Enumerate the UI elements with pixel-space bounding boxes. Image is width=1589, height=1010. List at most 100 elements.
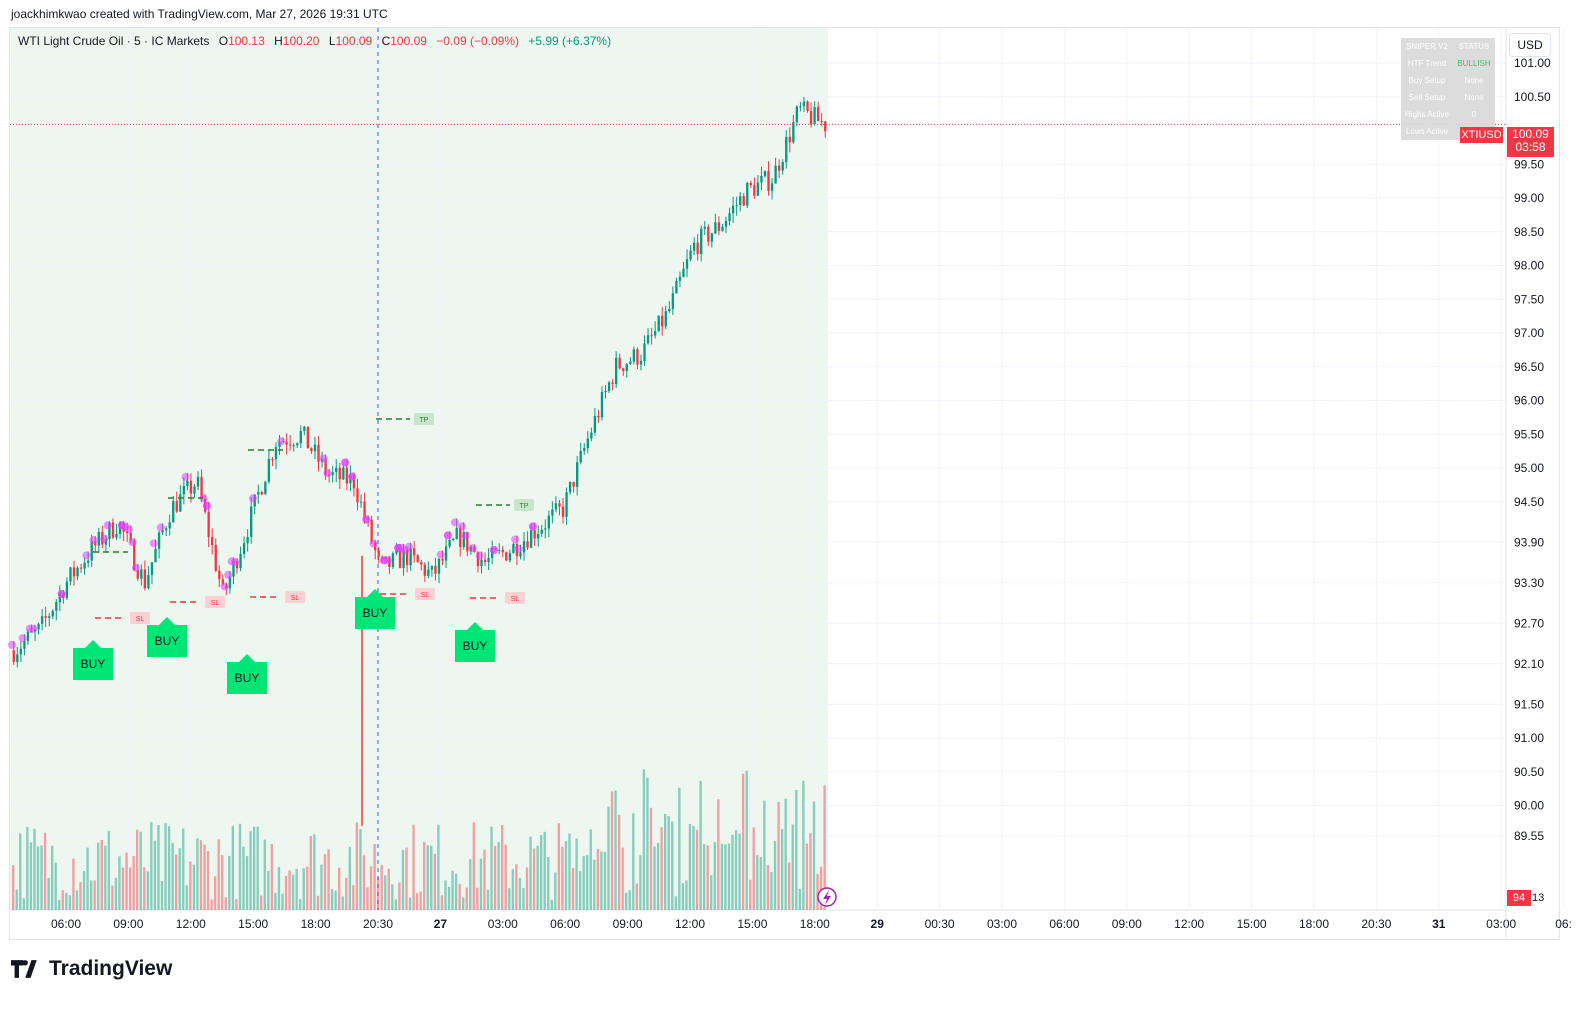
buy-signal-label: BUY bbox=[463, 639, 488, 653]
volume-bar bbox=[238, 823, 242, 910]
candle-body bbox=[179, 494, 182, 512]
volume-bar bbox=[419, 891, 422, 910]
candle-body bbox=[593, 415, 597, 433]
y-tick-label: 99.00 bbox=[1514, 191, 1544, 205]
volume-bar bbox=[692, 826, 695, 910]
pivot-dot bbox=[458, 522, 467, 531]
volume-bar bbox=[125, 852, 128, 910]
sl-label: SL bbox=[211, 600, 220, 607]
volume-bar bbox=[770, 871, 773, 910]
volume-bar bbox=[812, 801, 816, 910]
candle-body bbox=[544, 528, 547, 530]
volume-bar bbox=[291, 874, 295, 910]
volume-bar bbox=[394, 899, 398, 910]
pivot-dot bbox=[348, 472, 357, 481]
pivot-dot bbox=[82, 551, 91, 560]
candle-body bbox=[402, 549, 405, 569]
candle-body bbox=[430, 565, 434, 570]
volume-bar bbox=[270, 844, 274, 910]
candle-body bbox=[597, 415, 600, 418]
buy-signal-box bbox=[355, 597, 395, 629]
candle-body bbox=[211, 537, 214, 546]
candle-body bbox=[579, 450, 582, 463]
status-table-header: SNIPER V2 STATUS bbox=[1401, 38, 1495, 55]
currency-button[interactable]: USD bbox=[1509, 33, 1551, 57]
volume-bar bbox=[547, 856, 550, 910]
volume-bar bbox=[277, 867, 281, 910]
sl-label: SL bbox=[291, 595, 300, 602]
candle-body bbox=[749, 182, 752, 186]
y-tick-label: 101.00 bbox=[1514, 56, 1551, 70]
symbol-legend[interactable]: WTI Light Crude Oil · 5 · IC Markets O10… bbox=[18, 34, 611, 48]
volume-bar bbox=[571, 867, 575, 910]
y-tick-label: 96.00 bbox=[1514, 394, 1544, 408]
volume-bar bbox=[26, 826, 29, 910]
volume-bar bbox=[756, 854, 759, 910]
volume-bar bbox=[639, 855, 642, 910]
volume-bar bbox=[632, 813, 635, 910]
status-row-label: Buy Setup bbox=[1408, 76, 1446, 85]
pivot-dot bbox=[369, 539, 378, 548]
volume-bar bbox=[295, 868, 298, 910]
candle-body bbox=[264, 481, 267, 495]
candle-body bbox=[795, 106, 799, 123]
open-value: 100.13 bbox=[228, 34, 265, 48]
candle-body bbox=[51, 610, 54, 617]
volume-bar bbox=[231, 825, 235, 910]
x-tick-label: 20:30 bbox=[1361, 917, 1391, 931]
volume-bar bbox=[724, 844, 727, 910]
candle-body bbox=[395, 550, 398, 554]
volume-bar bbox=[153, 840, 157, 910]
volume-bar bbox=[355, 822, 359, 910]
x-tick-label: 09:00 bbox=[613, 917, 643, 931]
pivot-dot bbox=[468, 544, 477, 553]
x-tick-label: 15:00 bbox=[1237, 917, 1267, 931]
volume-bar bbox=[182, 828, 185, 910]
pivot-dot bbox=[362, 515, 371, 524]
candle-body bbox=[434, 565, 437, 574]
volume-bar bbox=[114, 877, 118, 910]
volume-bar bbox=[667, 816, 670, 910]
volume-tag: 94 bbox=[1507, 890, 1531, 906]
candle-body bbox=[221, 579, 225, 585]
buy-signal-arrow bbox=[367, 589, 383, 597]
volume-bar bbox=[157, 825, 160, 910]
close-label: C bbox=[381, 34, 391, 48]
pivot-dot bbox=[323, 469, 332, 478]
candle-body bbox=[760, 175, 763, 183]
candle-body bbox=[657, 315, 660, 332]
volume-bar bbox=[313, 834, 316, 910]
candle-body bbox=[23, 641, 26, 649]
volume-bar bbox=[557, 823, 561, 910]
candle-body bbox=[728, 213, 731, 222]
candle-body bbox=[310, 448, 313, 452]
volume-bar bbox=[189, 861, 192, 910]
pivot-dot bbox=[220, 582, 229, 591]
candle-body bbox=[639, 360, 643, 365]
candle-body bbox=[16, 654, 19, 663]
candle-body bbox=[487, 557, 490, 563]
candle-body bbox=[540, 529, 543, 534]
candle-body bbox=[108, 522, 111, 539]
volume-bar bbox=[299, 899, 302, 910]
volume-bar bbox=[284, 875, 288, 910]
candle-body bbox=[678, 276, 682, 281]
volume-bar bbox=[642, 769, 646, 910]
pivot-dot bbox=[394, 543, 403, 552]
volume-bar bbox=[235, 899, 238, 910]
volume-bar bbox=[508, 888, 511, 910]
volume-bar bbox=[727, 843, 731, 910]
candle-body bbox=[246, 536, 249, 544]
tradingview-logo[interactable]: TradingView bbox=[11, 957, 172, 981]
candle-body bbox=[370, 519, 373, 543]
candle-body bbox=[770, 183, 774, 191]
volume-bar bbox=[58, 899, 61, 910]
status-row-label: Lows Active bbox=[1405, 127, 1449, 136]
sl-tag bbox=[205, 596, 225, 608]
candle-body bbox=[147, 575, 150, 589]
candle-body bbox=[806, 101, 809, 112]
volume-bar bbox=[773, 841, 777, 910]
volume-bar bbox=[19, 833, 22, 910]
candle-body bbox=[820, 121, 823, 123]
